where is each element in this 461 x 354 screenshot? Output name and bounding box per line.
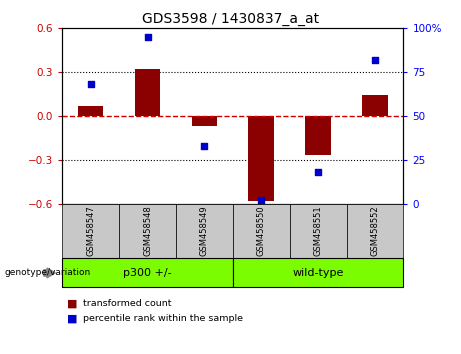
Text: GSM458552: GSM458552 [371, 206, 379, 256]
Point [144, 34, 151, 40]
Bar [78, 106, 103, 116]
Bar [135, 69, 160, 116]
Text: genotype/variation: genotype/variation [5, 268, 91, 278]
Text: wild-type: wild-type [292, 268, 344, 278]
Point [371, 57, 378, 63]
Point [258, 197, 265, 203]
Text: GSM458547: GSM458547 [86, 206, 95, 256]
Bar [305, 116, 331, 155]
Text: p300 +/-: p300 +/- [123, 268, 172, 278]
Text: ■: ■ [67, 298, 77, 308]
Text: GSM458549: GSM458549 [200, 206, 209, 256]
Bar [248, 116, 274, 201]
Text: transformed count: transformed count [83, 299, 171, 308]
Text: GSM458551: GSM458551 [313, 206, 323, 256]
Point [314, 169, 322, 175]
Text: percentile rank within the sample: percentile rank within the sample [83, 314, 243, 323]
Text: GSM458548: GSM458548 [143, 206, 152, 256]
Point [201, 143, 208, 149]
Text: ■: ■ [67, 314, 77, 324]
Point [87, 81, 95, 87]
Text: GSM458550: GSM458550 [257, 206, 266, 256]
Text: GDS3598 / 1430837_a_at: GDS3598 / 1430837_a_at [142, 12, 319, 27]
Bar [192, 116, 217, 126]
Bar [362, 96, 388, 116]
